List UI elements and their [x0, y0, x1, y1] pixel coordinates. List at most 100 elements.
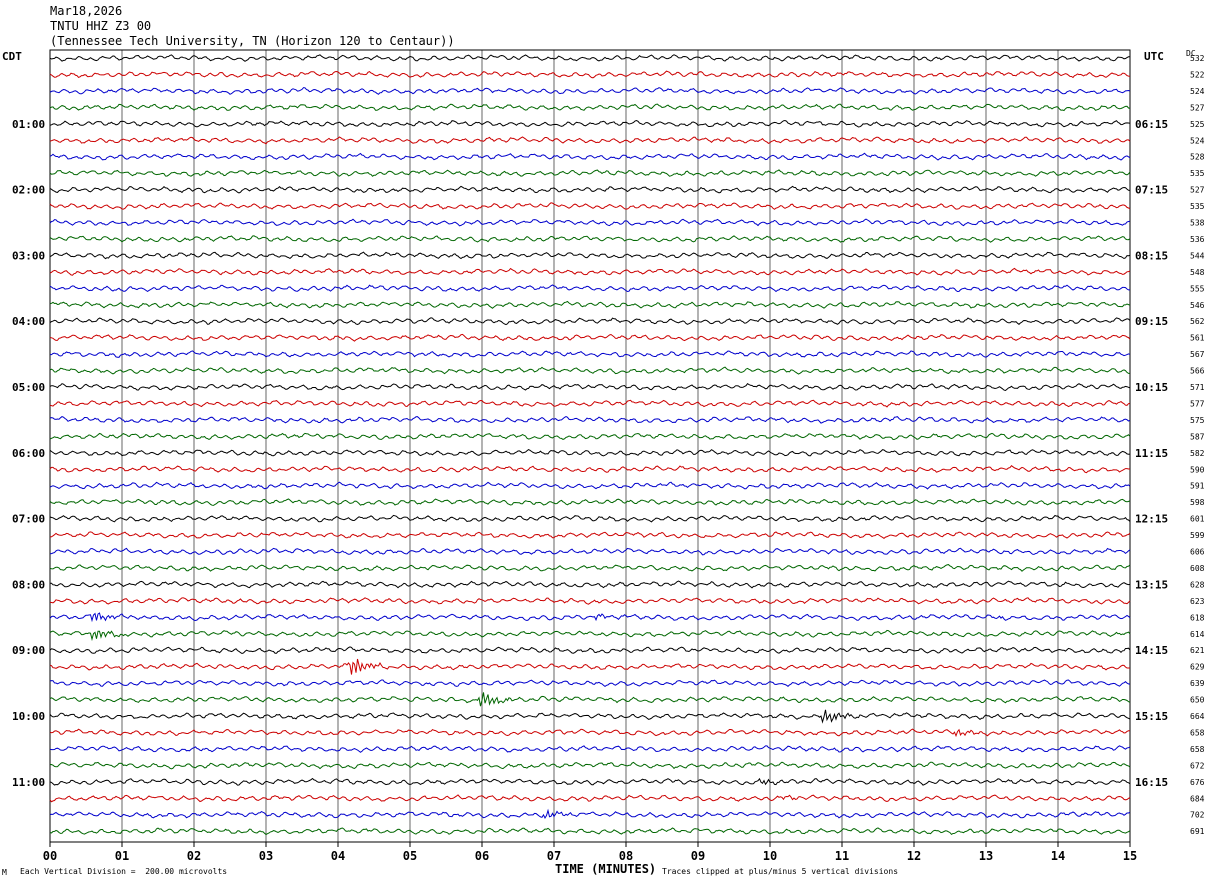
dc-offset-label: 691 [1190, 827, 1205, 836]
x-tick-label: 09 [691, 849, 705, 863]
right-timezone-label: UTC [1144, 50, 1164, 63]
trace-line [49, 709, 1131, 724]
dc-header-label: DC [1186, 49, 1196, 58]
dc-offset-label: 538 [1190, 219, 1205, 228]
dc-offset-label: 577 [1190, 399, 1205, 408]
trace-line [49, 597, 1131, 605]
trace-line [49, 745, 1131, 753]
dc-offset-label: 548 [1190, 268, 1205, 277]
trace-line [49, 465, 1131, 474]
trace-line [49, 103, 1131, 112]
plot-frame [49, 49, 1131, 843]
right-hour-label: 13:15 [1135, 578, 1168, 591]
trace-line [49, 399, 1131, 408]
trace-line [49, 612, 1131, 623]
trace-line [49, 564, 1131, 572]
trace-line [49, 70, 1131, 79]
left-hour-label: 02:00 [12, 184, 45, 197]
dc-offset-label: 566 [1190, 367, 1205, 376]
trace-line [49, 646, 1131, 655]
trace-line [49, 54, 1131, 62]
dc-offset-label: 684 [1190, 794, 1205, 803]
x-tick-label: 01 [115, 849, 129, 863]
dc-offset-label: 590 [1190, 465, 1205, 474]
trace-line [49, 679, 1131, 688]
trace-line [49, 761, 1131, 770]
trace-line [49, 267, 1131, 276]
x-tick-label: 12 [907, 849, 921, 863]
dc-offset-label: 664 [1190, 712, 1205, 721]
left-hour-label: 07:00 [12, 513, 45, 526]
dc-offset-label: 628 [1190, 580, 1205, 589]
station-label: TNTU HHZ Z3 00 [50, 19, 152, 33]
trace-line [49, 498, 1131, 506]
dc-offset-label: 536 [1190, 235, 1205, 244]
date-label: Mar18,2026 [50, 4, 123, 18]
dc-offset-label: 621 [1190, 646, 1205, 655]
dc-offset-label: 544 [1190, 251, 1205, 260]
dc-offset-label: 567 [1190, 350, 1205, 359]
trace-line [49, 152, 1131, 161]
right-hour-label: 12:15 [1135, 513, 1168, 526]
x-tick-label: 15 [1123, 849, 1137, 863]
left-hour-label: 09:00 [12, 644, 45, 657]
dc-offset-label: 676 [1190, 778, 1205, 787]
dc-offset-label: 546 [1190, 301, 1205, 310]
x-tick-label: 03 [259, 849, 273, 863]
x-tick-label: 11 [835, 849, 849, 863]
trace-line [49, 449, 1131, 457]
trace-line [49, 481, 1131, 490]
trace-line [49, 692, 1131, 707]
right-hour-label: 09:15 [1135, 315, 1168, 328]
left-hour-label: 05:00 [12, 381, 45, 394]
left-hour-label: 08:00 [12, 578, 45, 591]
dc-offset-label: 535 [1190, 202, 1205, 211]
dc-offset-label: 527 [1190, 103, 1205, 112]
dc-offset-label: 623 [1190, 597, 1205, 606]
dc-offset-label: 601 [1190, 515, 1205, 524]
trace-line [49, 317, 1131, 326]
dc-offset-label: 598 [1190, 498, 1205, 507]
x-tick-label: 10 [763, 849, 777, 863]
dc-offset-label: 618 [1190, 613, 1205, 622]
x-tick-label: 04 [331, 849, 345, 863]
dc-offset-label: 629 [1190, 663, 1205, 672]
location-label: (Tennessee Tech University, TN (Horizon … [50, 34, 455, 48]
dc-offset-label: 525 [1190, 120, 1205, 129]
x-tick-label: 14 [1051, 849, 1065, 863]
left-hour-label: 10:00 [12, 710, 45, 723]
trace-line [49, 827, 1131, 836]
dc-offset-label: 672 [1190, 761, 1205, 770]
trace-line [49, 547, 1131, 556]
trace-line [49, 629, 1131, 642]
dc-offset-label: 532 [1190, 54, 1205, 63]
trace-line [49, 728, 1130, 738]
right-hour-label: 16:15 [1135, 776, 1168, 789]
x-tick-label: 07 [547, 849, 561, 863]
left-hour-label: 03:00 [12, 249, 45, 262]
dc-offset-label: 658 [1190, 728, 1205, 737]
dc-offset-label: 524 [1190, 136, 1205, 145]
dc-offset-label: 639 [1190, 679, 1205, 688]
dc-offset-label: 614 [1190, 630, 1205, 639]
trace-line [49, 531, 1131, 540]
dc-offset-label: 582 [1190, 449, 1205, 458]
x-tick-label: 13 [979, 849, 993, 863]
dc-offset-label: 522 [1190, 70, 1205, 79]
trace-line [49, 202, 1131, 210]
trace-line [49, 300, 1131, 309]
trace-line [49, 514, 1131, 523]
trace-line [49, 794, 1131, 803]
right-hour-label: 06:15 [1135, 118, 1168, 131]
clip-note: Traces clipped at plus/minus 5 vertical … [662, 867, 899, 876]
dc-offset-label: 591 [1190, 482, 1205, 491]
x-tick-label: 06 [475, 849, 489, 863]
trace-line [49, 119, 1131, 128]
trace-line [49, 383, 1131, 392]
dc-offset-label: 587 [1190, 432, 1205, 441]
dc-offset-label: 527 [1190, 186, 1205, 195]
dc-offset-label: 571 [1190, 383, 1205, 392]
left-hour-label: 04:00 [12, 315, 45, 328]
dc-offset-label: 608 [1190, 564, 1205, 573]
